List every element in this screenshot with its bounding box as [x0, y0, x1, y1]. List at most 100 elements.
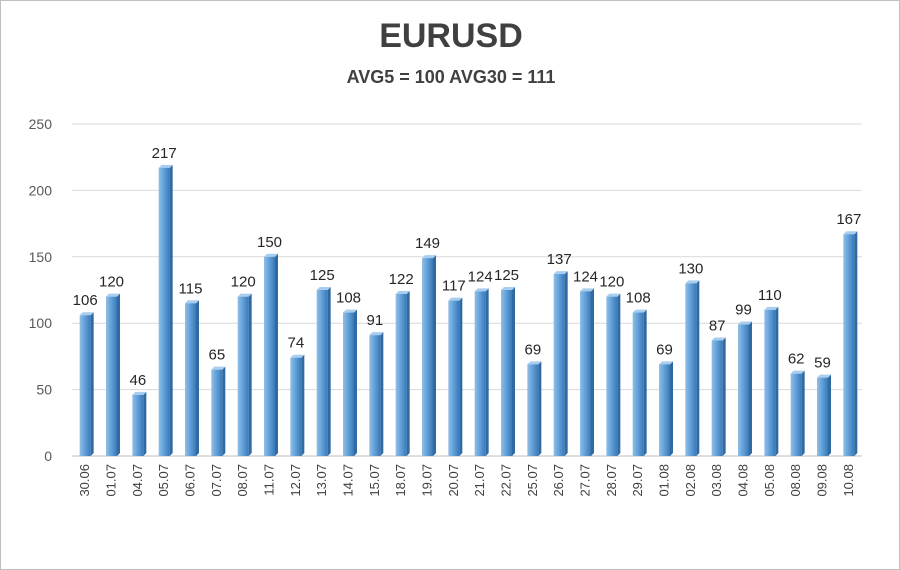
x-tick-label: 13.07	[314, 464, 329, 497]
y-axis-ticks: 0 50 100 150 200 250	[29, 116, 53, 464]
x-axis-ticks: 30.06 01.07 04.07 05.07 06.07 07.07 08.07 11.07…	[77, 464, 856, 497]
data-label: 110	[758, 287, 782, 304]
gridlines	[72, 123, 862, 457]
y-tick-label: 200	[29, 182, 53, 198]
data-label: 62	[788, 351, 805, 368]
x-tick-label: 25.07	[525, 464, 540, 497]
bar	[106, 293, 120, 456]
data-label: 117	[442, 278, 466, 295]
data-label: 115	[179, 280, 203, 297]
x-tick-label: 08.07	[235, 464, 250, 497]
x-tick-label: 04.08	[736, 464, 751, 497]
bar	[685, 280, 700, 456]
bar	[764, 306, 779, 456]
bars	[79, 164, 858, 456]
data-label: 59	[814, 355, 831, 372]
bar	[606, 293, 621, 456]
bar	[843, 231, 858, 456]
bar	[474, 288, 489, 456]
bar	[790, 370, 805, 456]
data-label: 65	[208, 347, 225, 364]
y-tick-label: 150	[29, 249, 53, 265]
x-tick-label: 03.08	[709, 464, 724, 497]
data-label: 108	[626, 290, 651, 307]
x-tick-label: 26.07	[551, 464, 566, 497]
data-label: 99	[735, 302, 752, 319]
data-label: 74	[287, 335, 304, 352]
x-tick-label: 19.07	[420, 464, 435, 497]
y-tick-label: 250	[29, 116, 53, 132]
x-tick-label: 14.07	[341, 464, 356, 497]
data-label: 120	[99, 274, 124, 291]
x-tick-label: 07.07	[209, 464, 224, 497]
bar	[448, 297, 463, 456]
data-label: 217	[152, 145, 177, 162]
x-tick-label: 05.07	[156, 464, 171, 497]
bar	[527, 361, 542, 456]
data-label: 91	[366, 312, 383, 329]
x-tick-label: 15.07	[367, 464, 382, 497]
bar	[422, 255, 436, 456]
x-tick-label: 12.07	[288, 464, 303, 497]
data-label: 149	[415, 235, 440, 252]
bar	[553, 271, 568, 456]
data-label: 87	[709, 317, 726, 334]
x-tick-label: 28.07	[604, 464, 619, 497]
y-tick-label: 0	[44, 448, 52, 464]
bar	[817, 374, 831, 456]
x-tick-label: 21.07	[472, 464, 487, 497]
x-tick-label: 05.08	[762, 464, 777, 497]
bar	[316, 287, 331, 456]
data-label: 69	[656, 341, 673, 358]
bar	[158, 164, 173, 456]
x-tick-label: 27.07	[578, 464, 593, 497]
bar	[395, 290, 410, 456]
chart-subtitle: AVG5 = 100 AVG30 = 111	[346, 67, 556, 87]
data-label: 120	[231, 274, 256, 291]
bar	[369, 332, 384, 456]
chart-title: EURUSD	[379, 17, 523, 55]
x-tick-label: 04.07	[130, 464, 145, 497]
bar	[211, 366, 226, 456]
bar	[343, 309, 357, 456]
bar	[79, 312, 94, 456]
x-tick-label: 18.07	[393, 464, 408, 497]
x-tick-label: 06.07	[183, 464, 198, 497]
data-label: 106	[73, 292, 98, 309]
data-label: 167	[836, 211, 861, 228]
data-label: 125	[494, 267, 519, 284]
x-tick-label: 01.08	[657, 464, 672, 497]
data-label: 46	[129, 372, 146, 389]
data-label: 108	[336, 290, 361, 307]
data-label: 150	[257, 234, 282, 251]
x-tick-label: 29.07	[630, 464, 645, 497]
x-tick-label: 20.07	[446, 464, 461, 497]
x-tick-label: 11.07	[262, 464, 277, 496]
bar	[711, 337, 726, 456]
bar	[185, 300, 199, 456]
y-tick-label: 100	[29, 315, 53, 331]
data-label: 120	[599, 274, 624, 291]
data-label: 125	[310, 267, 335, 284]
bar	[237, 293, 252, 456]
data-labels: 1061204621711565120150741251089112214911…	[73, 145, 862, 389]
x-tick-label: 22.07	[499, 464, 514, 497]
data-label: 122	[389, 271, 414, 288]
x-tick-label: 02.08	[683, 464, 698, 497]
x-tick-label: 08.08	[788, 464, 803, 497]
y-tick-label: 50	[36, 382, 52, 398]
x-tick-label: 10.08	[841, 464, 856, 497]
x-tick-label: 01.07	[104, 464, 119, 497]
bar	[264, 253, 278, 456]
x-tick-label: 09.08	[815, 464, 830, 497]
data-label: 130	[678, 260, 703, 277]
data-label: 69	[524, 341, 541, 358]
data-label: 124	[573, 268, 598, 285]
data-label: 137	[547, 251, 572, 268]
bar	[738, 321, 752, 456]
bar	[632, 309, 647, 456]
x-tick-label: 30.06	[77, 464, 92, 497]
bar	[501, 287, 515, 456]
